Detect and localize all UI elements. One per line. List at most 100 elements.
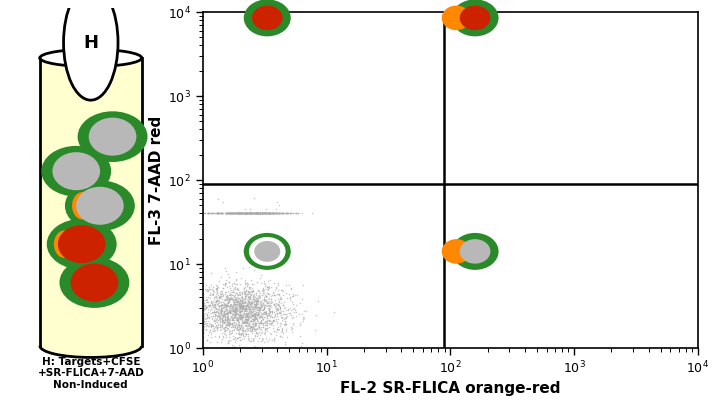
Point	[260, 327, 271, 333]
Point	[252, 210, 263, 217]
Point	[201, 304, 213, 310]
Point	[209, 301, 221, 308]
Point	[244, 309, 255, 315]
Point	[213, 292, 224, 298]
Point	[211, 308, 223, 314]
Point	[289, 305, 300, 312]
Point	[231, 210, 242, 217]
Point	[223, 316, 234, 322]
Point	[259, 210, 271, 217]
Point	[223, 279, 234, 286]
Point	[250, 302, 261, 309]
Point	[231, 285, 243, 291]
Point	[281, 334, 293, 341]
Point	[228, 314, 239, 320]
Point	[257, 210, 268, 217]
Point	[222, 315, 234, 321]
Point	[246, 300, 258, 306]
Point	[231, 326, 243, 332]
Ellipse shape	[244, 0, 290, 36]
Point	[235, 313, 246, 320]
Point	[227, 333, 239, 339]
Point	[219, 297, 230, 303]
Point	[214, 210, 225, 217]
Point	[250, 329, 261, 336]
Point	[229, 299, 240, 305]
Point	[234, 292, 246, 298]
Point	[266, 309, 278, 315]
Point	[197, 302, 209, 309]
Point	[271, 308, 282, 314]
Point	[197, 313, 209, 319]
Point	[275, 210, 286, 217]
Point	[231, 302, 243, 309]
Point	[264, 210, 276, 217]
Point	[262, 210, 273, 217]
Point	[221, 307, 232, 314]
Point	[248, 317, 259, 323]
Point	[200, 304, 211, 310]
Point	[254, 319, 266, 326]
Point	[205, 339, 216, 345]
Point	[285, 326, 296, 332]
Point	[293, 311, 304, 318]
Point	[223, 300, 234, 306]
Point	[251, 300, 262, 306]
Point	[256, 210, 267, 217]
Point	[252, 338, 263, 344]
Point	[197, 280, 209, 286]
Point	[249, 302, 261, 308]
Point	[280, 321, 291, 327]
Point	[219, 312, 230, 318]
Point	[232, 210, 244, 217]
Point	[267, 313, 278, 320]
Point	[204, 321, 215, 328]
Point	[271, 300, 282, 306]
Point	[248, 313, 260, 319]
Point	[197, 304, 209, 311]
Point	[221, 210, 232, 217]
Point	[288, 301, 299, 307]
Point	[290, 210, 302, 217]
Point	[197, 304, 209, 311]
Point	[197, 276, 209, 282]
Point	[236, 302, 247, 309]
Point	[268, 328, 279, 334]
Point	[231, 308, 243, 314]
Point	[197, 210, 209, 217]
Point	[197, 298, 209, 304]
Point	[216, 324, 228, 331]
Point	[236, 210, 247, 217]
Point	[248, 311, 259, 318]
Point	[278, 311, 289, 317]
Point	[217, 318, 229, 324]
Point	[216, 344, 228, 350]
Point	[206, 290, 217, 297]
Point	[205, 299, 216, 306]
Point	[268, 318, 280, 325]
Point	[218, 325, 229, 331]
Point	[199, 303, 210, 309]
Point	[239, 210, 251, 217]
Point	[197, 310, 209, 317]
Point	[214, 333, 225, 340]
Point	[266, 296, 277, 302]
Point	[250, 312, 261, 319]
Point	[296, 339, 308, 346]
Point	[206, 299, 217, 306]
Point	[238, 310, 249, 316]
Point	[236, 210, 247, 217]
Point	[255, 210, 266, 217]
Point	[289, 307, 300, 313]
Point	[234, 316, 246, 322]
Point	[262, 210, 273, 217]
Point	[223, 210, 234, 217]
Point	[234, 309, 246, 316]
Point	[214, 308, 226, 314]
Point	[197, 311, 209, 317]
Point	[197, 314, 209, 321]
Point	[239, 308, 250, 314]
Point	[276, 210, 288, 217]
Point	[251, 318, 262, 324]
Point	[310, 312, 322, 318]
